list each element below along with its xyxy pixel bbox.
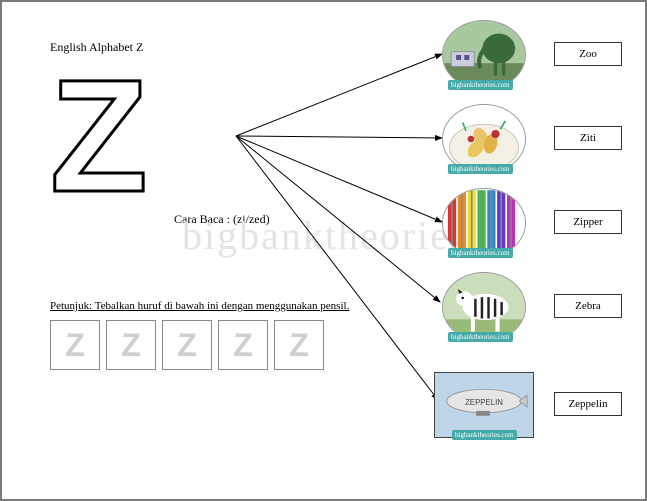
instruction-text: Petunjuk: Tebalkan huruf di bawah ini de… <box>50 300 349 312</box>
trace-box: Z <box>106 320 156 370</box>
trace-box: Z <box>50 320 100 370</box>
zeppelin-label: Zeppelin <box>554 392 622 416</box>
zebra-label: Zebra <box>554 294 622 318</box>
trace-box: Z <box>162 320 212 370</box>
ziti-label: Ziti <box>554 126 622 150</box>
trace-box: Z <box>218 320 268 370</box>
worksheet-page: English Alphabet Z Z Cara Baca : (zi/zed… <box>0 0 647 501</box>
svg-text:ZEPPELIN: ZEPPELIN <box>465 398 503 407</box>
source-caption: bigbanktheories.com <box>448 248 513 258</box>
zeppelin-image: ZEPPELIN <box>434 372 534 438</box>
source-caption: bigbanktheories.com <box>452 430 517 440</box>
source-caption: bigbanktheories.com <box>448 332 513 342</box>
zoo-label: Zoo <box>554 42 622 66</box>
big-letter: Z <box>50 56 148 216</box>
trace-row: ZZZZZ <box>50 320 324 370</box>
zipper-label: Zipper <box>554 210 622 234</box>
source-caption: bigbanktheories.com <box>448 164 513 174</box>
trace-box: Z <box>274 320 324 370</box>
pronunciation-text: Cara Baca : (zi/zed) <box>174 212 270 227</box>
source-caption: bigbanktheories.com <box>448 80 513 90</box>
